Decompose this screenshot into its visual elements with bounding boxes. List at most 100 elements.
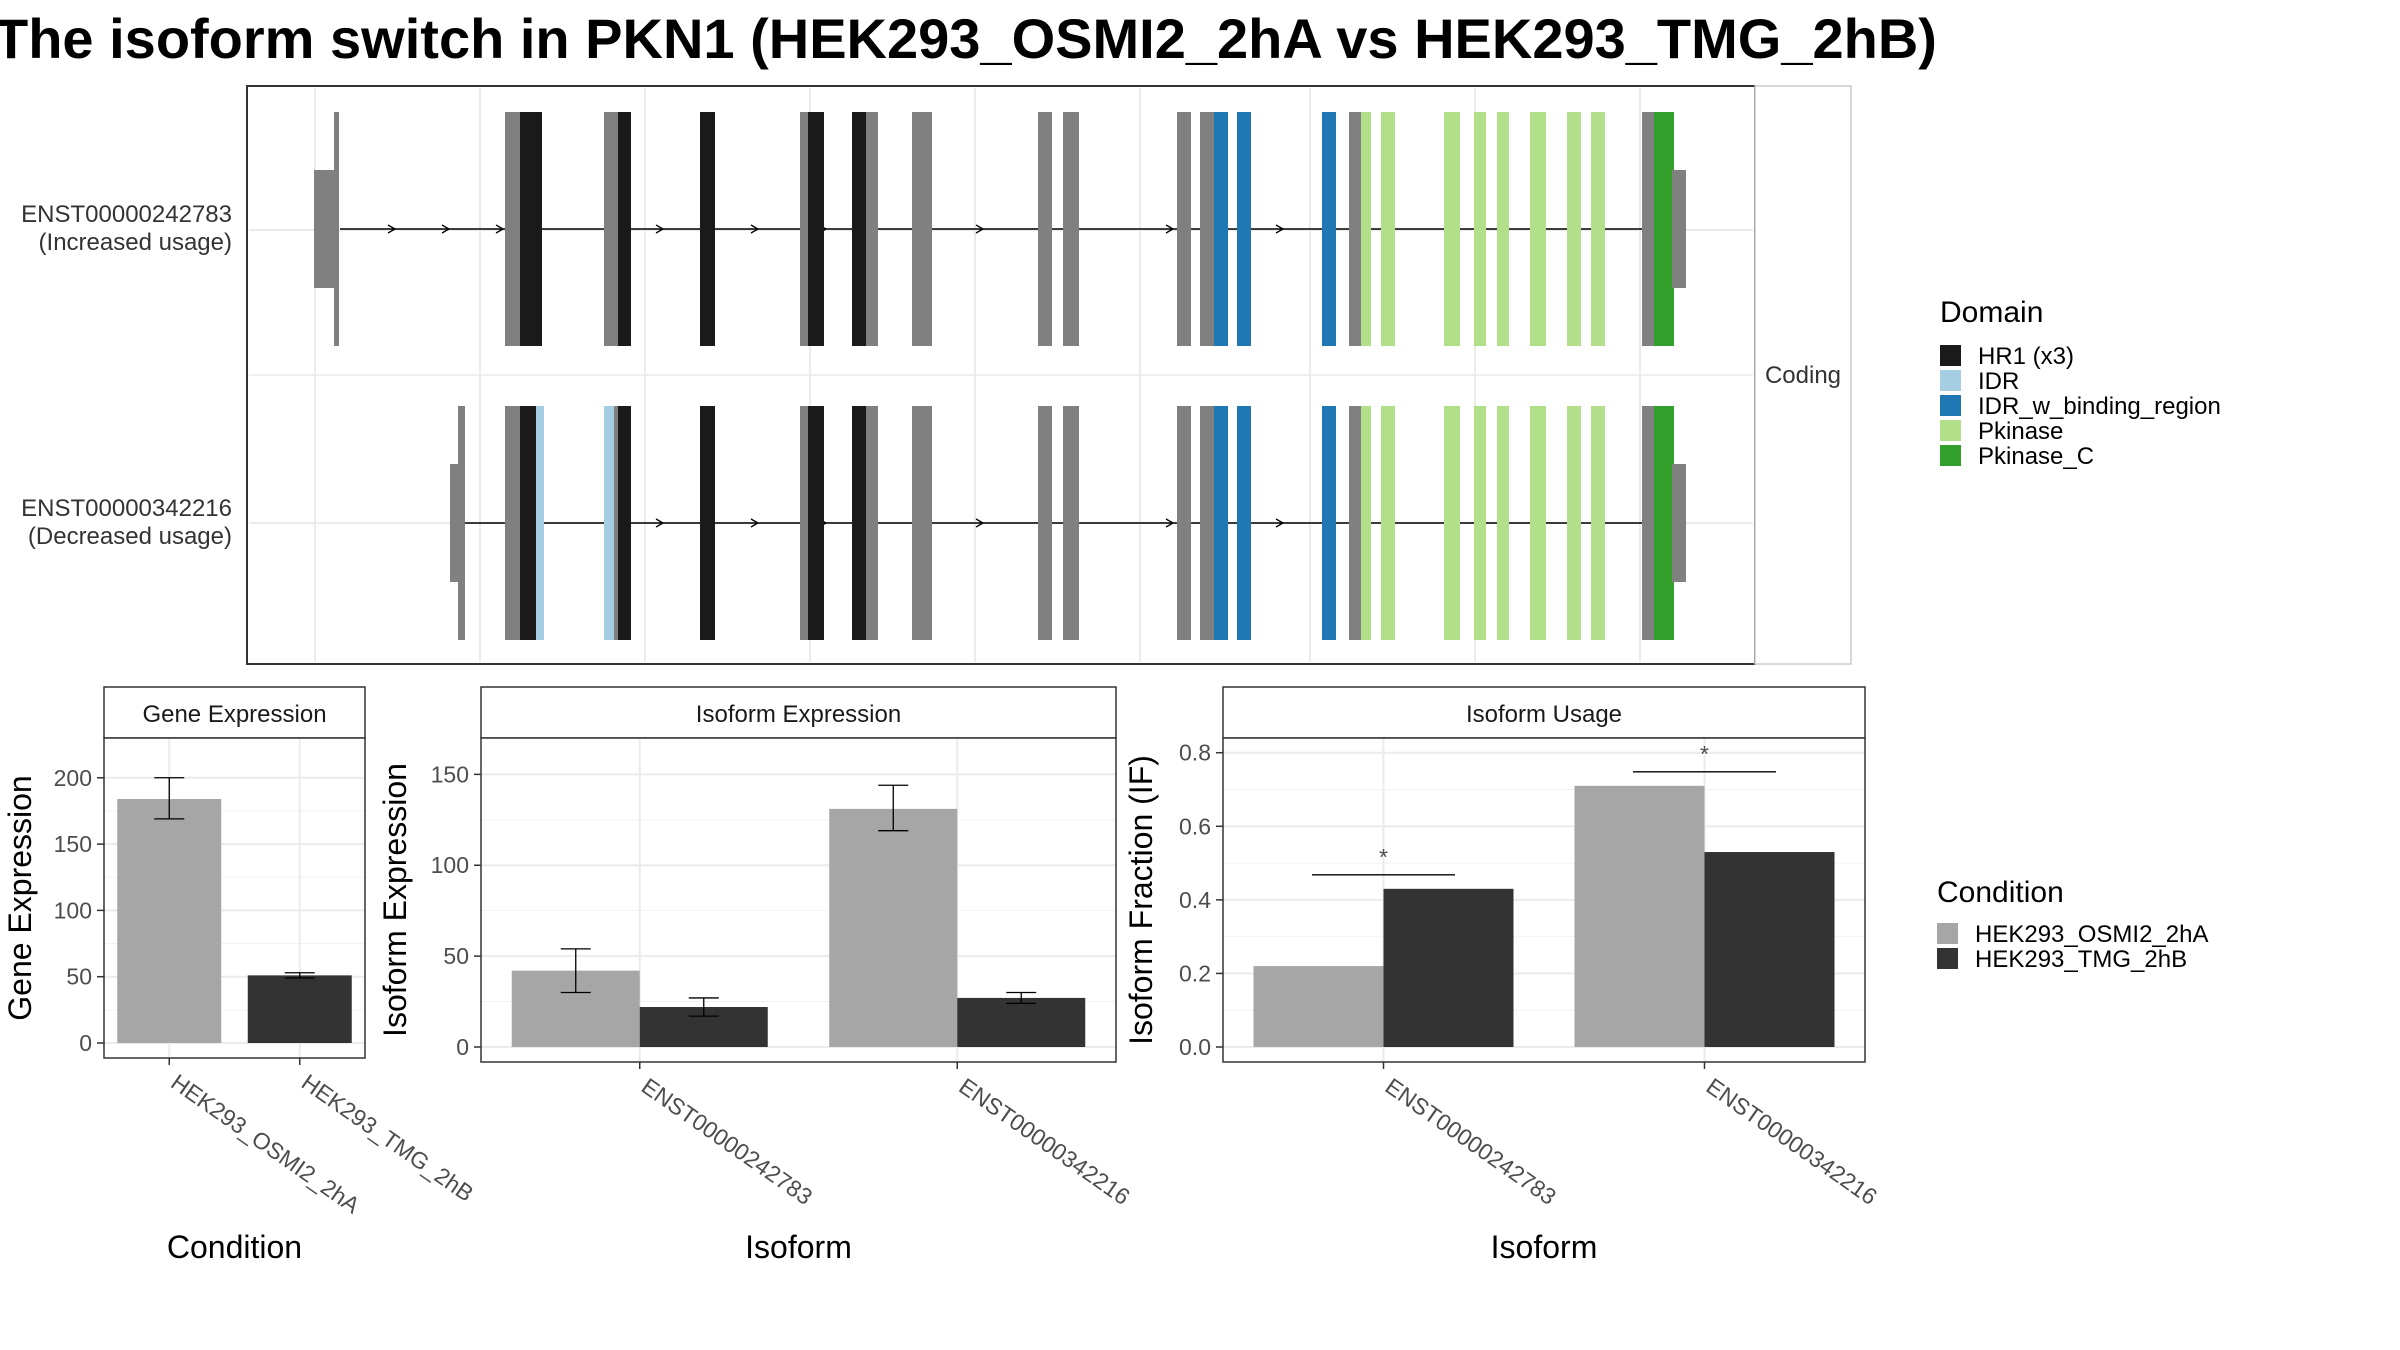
- domain-legend-swatch-5: [1940, 445, 1961, 466]
- exon-block-5: [618, 406, 631, 640]
- exon-block-28: [1642, 112, 1654, 346]
- exon-block-27: [1591, 112, 1605, 346]
- exon-block-2: [536, 406, 544, 640]
- exon-block-13: [1063, 112, 1079, 346]
- domain-legend-label-4: Pkinase: [1978, 418, 2063, 445]
- exon-block-26: [1567, 406, 1581, 640]
- y-tick-label-0: 0: [456, 1034, 469, 1060]
- coding-strip: [1754, 85, 1852, 665]
- domain-legend-items: HR1 (x3)IDRIDR_w_binding_regionPkinasePk…: [1940, 343, 2221, 470]
- bar-1-series-2: [1383, 888, 1514, 1047]
- domain-legend-swatch-1: [1940, 345, 1961, 366]
- exon-block-26: [1567, 112, 1581, 346]
- y-tick-label-3: 150: [54, 831, 92, 857]
- exon-block-25: [1530, 406, 1546, 640]
- domain-legend: Domain HR1 (x3)IDRIDR_w_binding_regionPk…: [1940, 296, 2221, 470]
- exon-block-4: [614, 406, 618, 640]
- exon-block-29: [1654, 112, 1674, 346]
- isoform-2-label-line1: ENST00000342216: [21, 495, 232, 522]
- y-axis-title: Isoform Fraction (IF): [1123, 755, 1159, 1045]
- exon-block-19: [1349, 112, 1361, 346]
- gene-expression-panel: Gene Expression050100150200HEK293_OSMI2_…: [2, 686, 478, 1265]
- utr3-block: [1672, 170, 1686, 288]
- x-axis-title: Isoform: [745, 1229, 852, 1265]
- exon-block-17: [1237, 406, 1251, 640]
- exon-block-17: [1237, 112, 1251, 346]
- y-axis-title: Isoform Expression: [377, 763, 413, 1037]
- y-tick-label-2: 100: [431, 852, 469, 878]
- y-tick-label-1: 50: [66, 964, 92, 990]
- x-tick-label-0: ENST00000242783: [637, 1073, 817, 1210]
- exon-block-6: [700, 406, 715, 640]
- x-tick-label-1: ENST00000342216: [954, 1073, 1134, 1210]
- exon-block-0: [505, 406, 520, 640]
- utr5-tall-block: [334, 112, 339, 346]
- panel-strip: [1222, 686, 1866, 739]
- intron-arrow-6: [975, 224, 985, 234]
- isoform-expression-panel: Isoform Expression 0 50 100 150 ENST000002427…: [377, 686, 1135, 1265]
- exon-block-18: [1322, 112, 1336, 346]
- intron-arrow-9: [1275, 224, 1285, 234]
- intron-arrow-2: [495, 224, 505, 234]
- plot-border: [103, 737, 366, 1059]
- exon-block-12: [1038, 112, 1052, 346]
- exon-block-10: [866, 112, 878, 346]
- domain-legend-label-5: Pkinase_C: [1978, 443, 2094, 470]
- exon-block-24: [1497, 112, 1509, 346]
- y-tick-label-2: 100: [54, 897, 92, 923]
- intron-arrow-0: [387, 224, 397, 234]
- x-axis-title: Condition: [167, 1229, 302, 1265]
- exon-block-15: [1200, 112, 1214, 346]
- exon-block-14: [1177, 406, 1191, 640]
- exon-block-7: [800, 406, 808, 640]
- y-axis-title: Gene Expression: [2, 775, 38, 1020]
- panel-strip-label: Isoform Expression: [696, 701, 901, 728]
- transcript-row-2: [450, 406, 1686, 640]
- exon-block-23: [1474, 406, 1486, 640]
- exon-block-29: [1654, 406, 1674, 640]
- utr5-block: [450, 464, 460, 582]
- intron-arrow-3: [975, 518, 985, 528]
- exon-block-3: [537, 112, 542, 346]
- exon-block-1: [520, 406, 536, 640]
- panel-strip-label: Gene Expression: [142, 701, 326, 728]
- exon-block-8: [808, 112, 824, 346]
- condition-legend-label-2: HEK293_TMG_2hB: [1975, 946, 2187, 973]
- bar-2: [247, 975, 352, 1043]
- domain-legend-label-1: HR1 (x3): [1978, 343, 2074, 370]
- exon-block-20: [1361, 112, 1371, 346]
- plot-border: [480, 737, 1117, 1063]
- domain-legend-title: Domain: [1940, 296, 2043, 329]
- exon-block-22: [1444, 406, 1460, 640]
- exon-block-6: [700, 112, 715, 346]
- exon-block-16: [1214, 112, 1228, 346]
- exon-block-4: [604, 112, 618, 346]
- exon-block-22: [1444, 112, 1460, 346]
- figure-title: The isoform switch in PKN1 (HEK293_OSMI2…: [0, 7, 1937, 70]
- exon-block-11: [912, 112, 932, 346]
- utr5-tall-block: [458, 406, 465, 640]
- condition-legend-title: Condition: [1937, 876, 2064, 909]
- exon-block-25: [1530, 112, 1546, 346]
- transcript-panel: Coding ENST00000242783 (Increased usage)…: [21, 85, 1852, 665]
- exon-block-18: [1322, 406, 1336, 640]
- panel-strip: [480, 686, 1117, 739]
- panel-strip-label: Isoform Usage: [1466, 701, 1622, 728]
- domain-legend-swatch-3: [1940, 395, 1961, 416]
- coding-strip-label: Coding: [1765, 362, 1841, 389]
- exon-block-20: [1361, 406, 1371, 640]
- exon-block-24: [1497, 406, 1509, 640]
- exon-block-2: [520, 112, 540, 346]
- exon-block-13: [1063, 406, 1079, 640]
- transcript-row-1: [314, 112, 1686, 346]
- domain-legend-label-3: IDR_w_binding_region: [1978, 393, 2221, 420]
- exon-block-23: [1474, 112, 1486, 346]
- y-tick-label-4: 0.8: [1179, 740, 1211, 766]
- y-tick-label-3: 0.6: [1179, 813, 1211, 839]
- exon-block-11: [912, 406, 932, 640]
- exon-block-28: [1642, 406, 1654, 640]
- transcript-rows: [314, 112, 1686, 640]
- y-tick-label-1: 50: [443, 943, 469, 969]
- significance-star-2: *: [1700, 741, 1709, 767]
